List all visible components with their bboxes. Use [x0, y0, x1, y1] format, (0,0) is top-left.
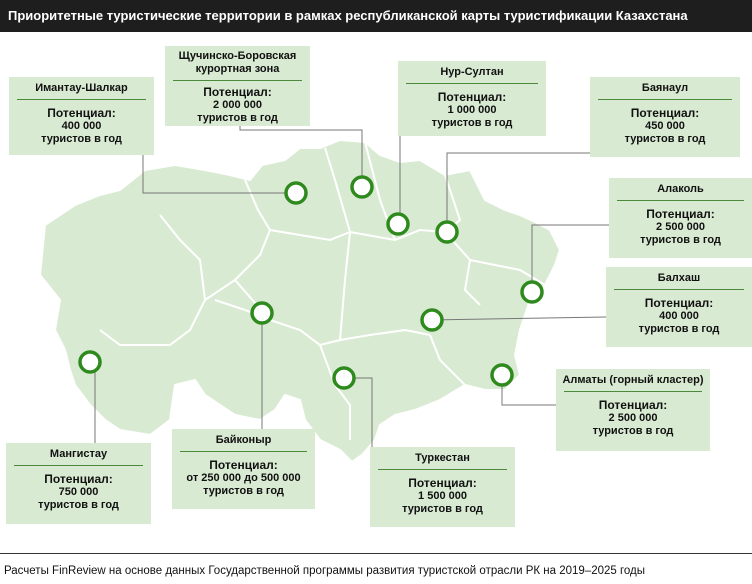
marker-baikonur [250, 301, 274, 325]
potential-label: Потенциал: [47, 106, 116, 120]
potential-value: от 250 000 до 500 000 [186, 472, 301, 484]
header-bar: Приоритетные туристические территории в … [0, 0, 752, 32]
tourists-unit: туристов в год [431, 117, 513, 129]
potential-value: 1 000 000 [447, 104, 497, 116]
marker-mangystau [78, 350, 102, 374]
marker-shchuchinsk [350, 175, 374, 199]
tourists-unit: туристов в год [203, 485, 284, 497]
territory-name: Алаколь [657, 183, 704, 195]
callout-bayanaul: Баянаул Потенциал: 450 000 туристов в го… [590, 77, 740, 157]
territory-name: Мангистау [49, 448, 108, 460]
callout-mangystau: Мангистау Потенциал: 750 000 туристов в … [6, 443, 151, 524]
callout-balkhash: Балхаш Потенциал: 400 000 туристов в год [606, 267, 752, 347]
tourists-unit: туристов в год [640, 234, 721, 246]
tourists-unit: туристов в год [197, 112, 278, 124]
divider [617, 200, 744, 201]
callout-shchuchinsk: Щучинско-Боровская курортная зона Потенц… [165, 46, 310, 126]
potential-label: Потенциал: [630, 106, 700, 120]
divider [17, 99, 146, 100]
tourists-unit: туристов в год [638, 323, 720, 335]
kazakhstan-outline [38, 138, 562, 464]
potential-value: 450 000 [645, 120, 685, 132]
marker-balkhash [420, 308, 444, 332]
potential-label: Потенциал: [598, 398, 668, 412]
divider [614, 289, 744, 290]
territory-name: Щучинско-Боровская курортная зона [178, 50, 297, 75]
tourists-unit: туристов в год [38, 499, 119, 511]
marker-imantau [284, 181, 308, 205]
region-borders [99, 141, 546, 440]
territory-name: Имантау-Шалкар [35, 82, 128, 94]
tourists-unit: туристов в год [592, 425, 674, 437]
callout-baikonur: Байконыр Потенциал: от 250 000 до 500 00… [172, 429, 315, 509]
potential-value: 1 500 000 [418, 490, 467, 502]
marker-alakol [520, 280, 544, 304]
territory-name: Баянаул [641, 82, 689, 94]
callout-turkestan: Туркестан Потенциал: 1 500 000 туристов … [370, 447, 515, 527]
divider [598, 99, 732, 100]
footer-divider [0, 553, 752, 554]
potential-value: 2 000 000 [213, 99, 262, 111]
tourists-unit: туристов в год [402, 503, 483, 515]
territory-name: Туркестан [415, 452, 470, 464]
callout-almaty: Алматы (горный кластер) Потенциал: 2 500… [556, 369, 710, 451]
potential-value: 400 000 [659, 310, 699, 322]
markers [78, 175, 544, 390]
divider [14, 465, 143, 466]
divider [180, 451, 307, 452]
territory-name: Балхаш [657, 272, 701, 284]
callout-imantau: Имантау-Шалкар Потенциал: 400 000 турист… [9, 77, 154, 155]
tourists-unit: туристов в год [624, 133, 706, 145]
potential-label: Потенциал: [203, 85, 272, 99]
potential-value: 400 000 [61, 120, 102, 132]
potential-label: Потенциал: [44, 472, 113, 486]
page-title: Приоритетные туристические территории в … [8, 8, 688, 23]
territory-name: Байконыр [215, 434, 272, 446]
potential-label: Потенциал: [209, 458, 278, 472]
potential-label: Потенциал: [437, 90, 507, 104]
marker-nursultan [386, 212, 410, 236]
territory-name: Алматы (горный кластер) [562, 374, 704, 386]
marker-bayanaul [435, 220, 459, 244]
potential-value: 750 000 [58, 486, 99, 498]
callout-alakol: Алаколь Потенциал: 2 500 000 туристов в … [609, 178, 752, 258]
divider [406, 83, 538, 84]
divider [378, 469, 507, 470]
source-note: Расчеты FinReview на основе данных Госуд… [4, 565, 646, 577]
potential-label: Потенциал: [644, 296, 714, 310]
potential-label: Потенциал: [646, 207, 715, 221]
divider [173, 80, 302, 81]
divider [564, 391, 702, 392]
marker-turkestan [332, 366, 356, 390]
marker-almaty [490, 363, 514, 387]
callout-nursultan: Нур-Султан Потенциал: 1 000 000 туристов… [398, 61, 546, 136]
potential-value: 2 500 000 [608, 412, 658, 424]
tourists-unit: туристов в год [41, 133, 122, 145]
territory-name: Нур-Султан [440, 66, 504, 78]
potential-label: Потенциал: [408, 476, 477, 490]
potential-value: 2 500 000 [656, 221, 705, 233]
